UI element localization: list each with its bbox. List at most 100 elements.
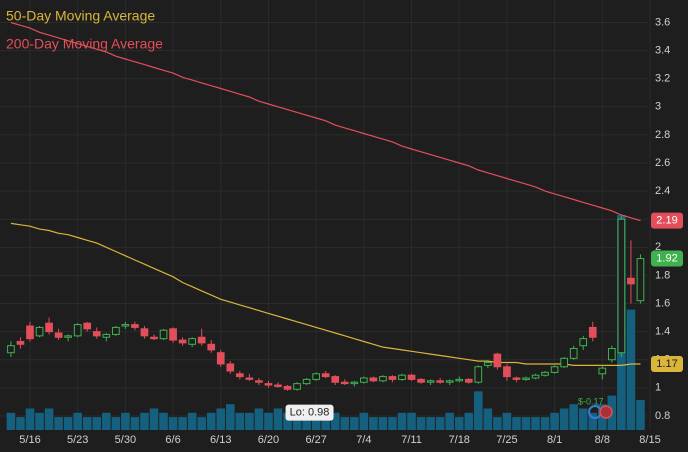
candle-body (302, 378, 311, 385)
candle-body (92, 331, 101, 337)
candle-body (35, 326, 44, 337)
y-tick-label: 1 (655, 382, 661, 394)
candle-body (54, 332, 63, 338)
candle-body (398, 374, 406, 380)
candle-body (522, 377, 530, 380)
candle-body (26, 325, 34, 340)
volume-bar (626, 309, 636, 430)
candle-body (102, 333, 111, 338)
candle-body (407, 374, 416, 380)
candle-body (436, 380, 444, 383)
volume-bar (550, 412, 559, 430)
x-tick-label: 8/8 (595, 434, 610, 446)
candle-body (283, 385, 292, 390)
volume-bar (292, 417, 302, 430)
price-badge (651, 212, 683, 229)
y-tick-label: 1.6 (655, 297, 670, 309)
volume-bar (321, 417, 330, 430)
volume-bar (168, 417, 178, 430)
candle-body (417, 378, 425, 383)
candle-body (369, 377, 378, 382)
x-tick-label: 5/30 (115, 434, 136, 446)
volume-bar (493, 417, 502, 430)
candle-body (264, 383, 273, 386)
candle-body (627, 277, 635, 285)
legend-entry: 50-Day Moving Average (6, 8, 155, 24)
volume-bar (16, 417, 25, 430)
volume-bar (521, 417, 531, 430)
volume-bar (540, 417, 550, 430)
x-tick-label: 5/16 (19, 434, 40, 446)
moving-average-line (10, 21, 641, 222)
volume-bar (435, 417, 445, 430)
candle-body (484, 362, 492, 366)
volume-bar (369, 417, 378, 430)
x-tick-label: 6/13 (210, 434, 231, 446)
candle-body (598, 367, 607, 375)
volume-bar (407, 412, 416, 430)
candle-body (255, 380, 263, 383)
y-tick-label: 2.8 (655, 129, 670, 141)
volume-bar (483, 408, 493, 430)
low-annotation: Lo: 0.98 (290, 407, 330, 419)
x-tick-label: 6/20 (258, 434, 279, 446)
volume-bar (512, 417, 521, 430)
y-tick-label: 1.8 (655, 269, 670, 281)
candle-body (560, 357, 568, 368)
volume-bar (216, 408, 226, 430)
volume-bar (245, 412, 254, 430)
volume-bar (44, 408, 54, 430)
candle-body (340, 381, 349, 385)
candle-body (474, 366, 483, 383)
candle-body (197, 336, 206, 344)
candle-body (531, 374, 540, 379)
y-tick-label: 3.2 (655, 73, 670, 85)
volume-bar (264, 412, 273, 430)
x-tick-label: 8/1 (547, 434, 562, 446)
earnings-annotation: $-0.17 (578, 396, 604, 406)
volume-bar (502, 412, 512, 430)
volume-bar (63, 417, 73, 430)
x-tick-label: 7/25 (496, 434, 517, 446)
volume-bar (254, 408, 264, 430)
candle-body (245, 377, 254, 380)
y-tick-label: 3 (655, 101, 661, 113)
candle-body (608, 347, 616, 361)
candle-body (512, 377, 521, 380)
y-tick-label: 3.4 (655, 44, 670, 56)
candle-body (464, 378, 473, 383)
x-tick-label: 7/18 (449, 434, 470, 446)
volume-bar (73, 412, 82, 430)
candle-body (207, 343, 216, 351)
candle-body (321, 373, 330, 378)
volume-bar (159, 412, 168, 430)
volume-bar (206, 412, 216, 430)
event-icon[interactable] (599, 405, 613, 419)
low-annotation-box (285, 404, 334, 421)
y-tick-label: 3.6 (655, 16, 670, 28)
volume-bar (187, 412, 197, 430)
candle-body (388, 376, 397, 380)
candle-body (379, 376, 387, 382)
volume-bar (474, 391, 483, 430)
volume-bar (397, 412, 407, 430)
candle-body (350, 381, 359, 385)
price-badge (651, 250, 683, 267)
volume-bar (54, 417, 63, 430)
candle-body (426, 380, 435, 383)
x-tick-label: 6/27 (305, 434, 326, 446)
price-badge-label: 2.19 (656, 215, 677, 227)
candle-body (293, 383, 301, 390)
candle-body (588, 326, 597, 338)
volume-bar (559, 408, 569, 430)
x-tick-label: 7/4 (356, 434, 371, 446)
candle-body (121, 324, 130, 327)
volume-bar (35, 412, 44, 430)
volume-bar (149, 408, 159, 430)
candle-body (312, 373, 320, 380)
volume-bar (302, 412, 311, 430)
volume-bar (359, 412, 369, 430)
x-tick-label: 6/6 (165, 434, 180, 446)
volume-bar (197, 417, 206, 430)
candle-body (216, 352, 225, 365)
